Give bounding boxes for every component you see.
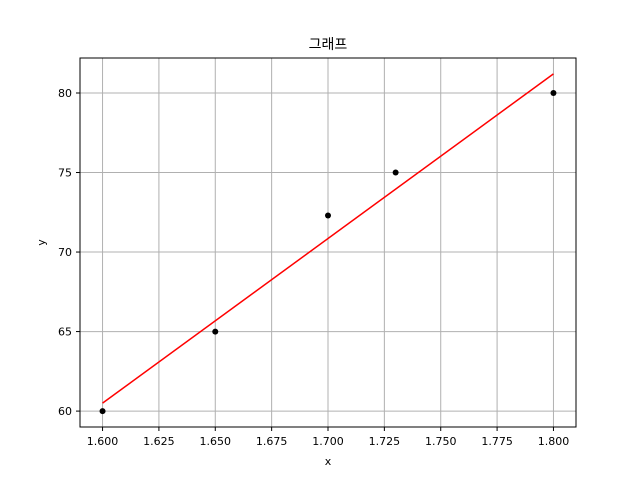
x-tick-label: 1.700 <box>312 435 344 448</box>
chart-title: 그래프 <box>309 37 348 53</box>
axis-ticks: 1.600 1.625 1.650 1.675 1.700 1.725 1.750 1.775… <box>58 87 569 448</box>
y-tick-label: 80 <box>58 87 72 100</box>
data-point <box>550 89 557 96</box>
x-tick-label: 1.675 <box>256 435 288 448</box>
grid-lines <box>80 58 576 427</box>
y-tick-label: 70 <box>58 246 72 259</box>
data-point <box>325 212 331 219</box>
x-tick-label: 1.800 <box>538 435 570 448</box>
data-point <box>99 408 106 415</box>
x-tick-label: 1.725 <box>369 435 401 448</box>
x-tick-label: 1.625 <box>143 435 175 448</box>
data-point <box>392 169 399 176</box>
x-tick-label: 1.775 <box>481 435 513 448</box>
x-tick-label: 1.600 <box>87 435 119 448</box>
y-tick-label: 60 <box>58 405 72 418</box>
y-tick-label: 75 <box>58 167 72 180</box>
x-axis-label: x <box>325 455 332 468</box>
y-axis-label: y <box>35 239 48 246</box>
series <box>99 73 557 415</box>
y-tick-label: 65 <box>58 326 72 339</box>
x-tick-label: 1.650 <box>200 435 232 448</box>
x-tick-label: 1.750 <box>425 435 457 448</box>
data-point <box>212 328 219 335</box>
fit-line <box>102 73 554 404</box>
